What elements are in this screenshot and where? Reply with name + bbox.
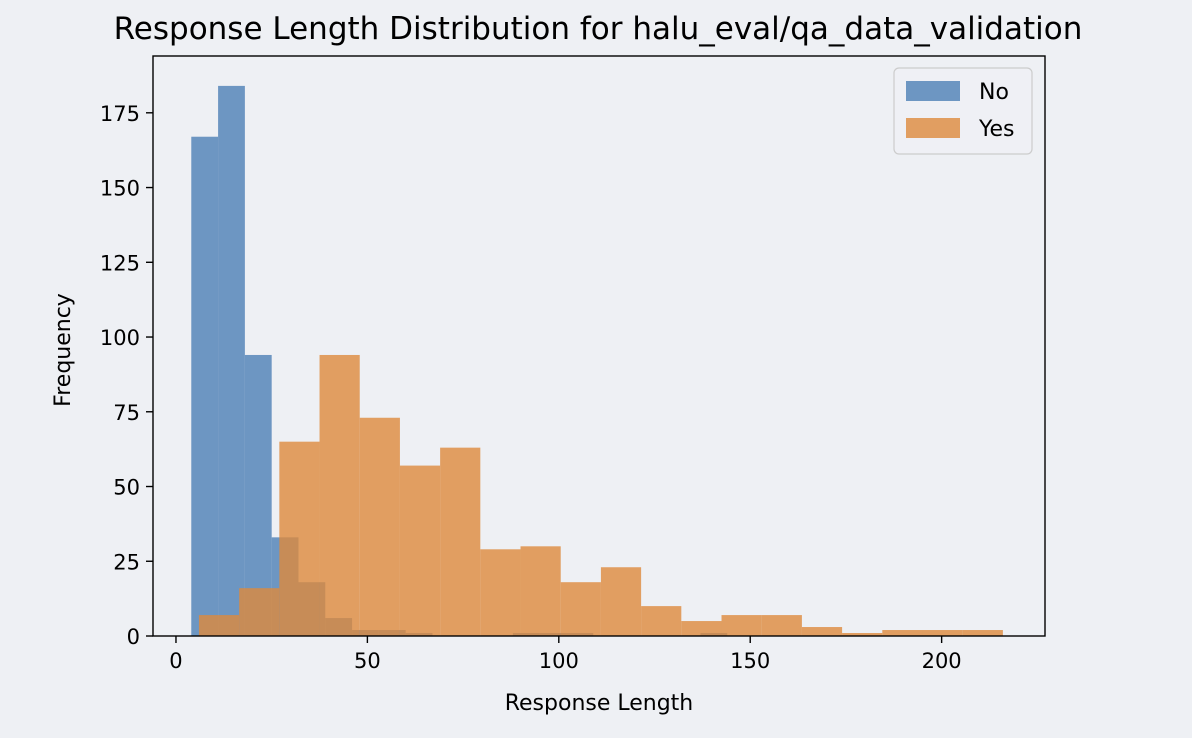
x-tick-label: 200: [922, 649, 962, 673]
bar-yes-11: [641, 606, 682, 636]
legend-label-no: No: [979, 80, 1009, 105]
bar-yes-2: [279, 441, 320, 636]
bar-yes-9: [560, 582, 601, 636]
bar-no-0: [191, 136, 219, 636]
series-yes: [198, 354, 1003, 636]
y-tick-label: 0: [127, 625, 140, 649]
bar-yes-7: [480, 549, 521, 636]
x-axis-label: Response Length: [505, 691, 694, 716]
y-tick-label: 75: [113, 401, 140, 425]
bars-layer: [191, 85, 1003, 636]
axes-layer: 0 50 100 150 200 0 25 50 75 100 125 150 175: [100, 55, 1046, 673]
bar-yes-19: [962, 630, 1003, 636]
chart-title: Response Length Distribution for halu_ev…: [114, 11, 1083, 47]
y-tick-label: 50: [113, 476, 140, 500]
y-axis-label: Frequency: [51, 293, 76, 407]
bar-yes-18: [922, 630, 963, 636]
x-tick-label: 100: [539, 649, 579, 673]
plot-frame: [152, 55, 1046, 637]
y-tick-label: 125: [100, 251, 140, 275]
bar-yes-17: [882, 630, 923, 636]
x-tick-label: 150: [730, 649, 770, 673]
y-tick-label: 25: [113, 550, 140, 574]
x-tick-label: 0: [169, 649, 182, 673]
bar-yes-5: [399, 465, 441, 636]
legend-swatch-yes: [906, 118, 960, 138]
bar-yes-12: [681, 621, 722, 636]
bar-yes-1: [239, 588, 280, 636]
bar-yes-16: [842, 633, 883, 636]
bar-yes-4: [359, 417, 400, 636]
legend-swatch-no: [906, 81, 960, 101]
y-tick-label: 150: [100, 177, 140, 201]
bar-yes-13: [721, 615, 762, 636]
y-tick-label: 175: [100, 102, 140, 126]
bar-yes-6: [440, 447, 481, 636]
bar-yes-8: [520, 546, 561, 636]
bar-yes-14: [761, 615, 802, 636]
bar-yes-10: [600, 567, 642, 636]
legend-label-yes: Yes: [978, 117, 1015, 142]
bar-yes-15: [801, 627, 843, 636]
legend: No Yes: [893, 67, 1033, 155]
bar-yes-0: [198, 615, 240, 636]
y-tick-label: 100: [100, 326, 140, 350]
bar-no-1: [218, 85, 245, 636]
x-tick-label: 50: [354, 649, 381, 673]
bar-yes-3: [319, 354, 360, 636]
